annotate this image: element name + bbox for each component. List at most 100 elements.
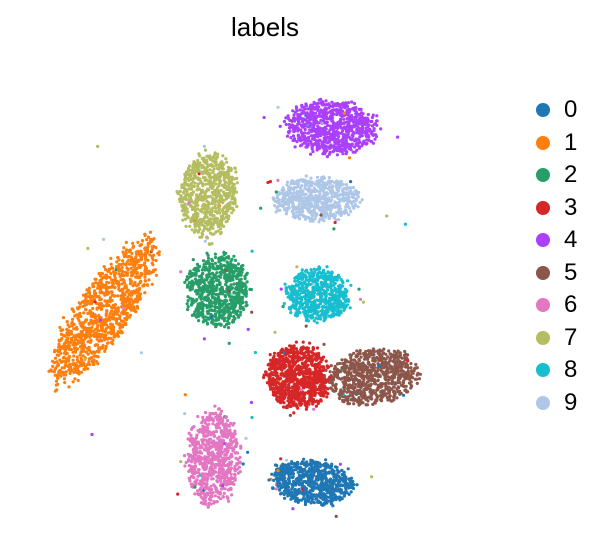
data-point-cluster-4 — [293, 145, 297, 149]
data-point-cluster-5 — [398, 353, 402, 357]
data-point-cluster-5 — [378, 348, 382, 352]
data-point-cluster-8 — [296, 279, 300, 283]
data-point-cluster-5 — [397, 365, 401, 370]
data-point-cluster-1 — [101, 322, 105, 326]
data-point-cluster-7 — [184, 224, 188, 228]
data-point-cluster-9 — [299, 192, 304, 196]
data-point-cluster-1 — [84, 308, 88, 312]
data-point-cluster-8 — [298, 286, 302, 290]
data-point-cluster-6 — [213, 404, 217, 408]
data-point-cluster-2 — [236, 262, 240, 266]
data-point-cluster-4 — [312, 133, 316, 138]
data-point-cluster-7 — [188, 224, 192, 228]
data-point-cluster-6 — [212, 483, 216, 487]
data-point-cluster-2 — [219, 273, 223, 277]
data-point-cluster-1 — [136, 240, 140, 244]
data-point-cluster-6 — [276, 178, 280, 182]
data-point-cluster-8 — [298, 305, 302, 309]
data-point-cluster-1 — [64, 370, 68, 374]
data-point-cluster-1 — [152, 244, 156, 249]
data-point-cluster-8 — [336, 312, 340, 316]
data-point-cluster-1 — [149, 271, 153, 275]
data-point-cluster-4 — [342, 117, 346, 121]
data-point-cluster-6 — [209, 502, 213, 506]
data-point-cluster-9 — [304, 182, 308, 186]
data-point-cluster-6 — [214, 430, 219, 434]
data-point-cluster-0 — [299, 498, 304, 502]
data-point-cluster-5 — [414, 377, 419, 381]
data-point-cluster-5 — [336, 362, 340, 366]
data-point-cluster-5 — [415, 381, 419, 385]
data-point-cluster-7 — [207, 156, 211, 160]
data-point-cluster-1 — [121, 291, 125, 295]
data-point-cluster-6 — [196, 414, 200, 419]
data-point-cluster-9 — [350, 201, 354, 205]
data-point-cluster-1 — [80, 370, 84, 374]
data-point-cluster-7 — [210, 186, 214, 191]
data-point-cluster-1 — [145, 238, 149, 242]
data-point-cluster-4 — [379, 127, 383, 131]
data-point-cluster-7 — [203, 148, 208, 152]
data-point-cluster-1 — [347, 156, 352, 160]
data-point-cluster-1 — [107, 281, 111, 285]
data-point-cluster-0 — [270, 472, 274, 476]
scatter-points — [47, 97, 422, 519]
data-point-cluster-1 — [152, 253, 156, 257]
data-point-cluster-1 — [71, 317, 75, 321]
data-point-cluster-0 — [349, 180, 353, 184]
data-point-cluster-1 — [57, 353, 61, 357]
data-point-cluster-5 — [356, 354, 360, 358]
data-point-cluster-2 — [224, 275, 228, 279]
data-point-cluster-2 — [224, 282, 228, 287]
data-point-cluster-1 — [91, 306, 95, 311]
data-point-cluster-5 — [387, 395, 391, 399]
data-point-cluster-1 — [146, 235, 151, 239]
data-point-cluster-1 — [96, 286, 100, 290]
data-point-cluster-6 — [207, 441, 211, 445]
data-point-cluster-3 — [302, 351, 306, 355]
data-point-cluster-0 — [324, 458, 328, 462]
data-point-cluster-1 — [54, 379, 59, 383]
data-point-cluster-5 — [398, 351, 402, 355]
data-point-cluster-7 — [221, 210, 225, 214]
data-point-cluster-6 — [219, 421, 223, 425]
data-point-cluster-6 — [197, 468, 201, 472]
data-point-cluster-1 — [143, 275, 147, 279]
data-point-cluster-1 — [67, 368, 71, 372]
data-point-cluster-1 — [98, 284, 102, 288]
data-point-cluster-1 — [129, 266, 133, 270]
data-point-cluster-4 — [319, 118, 323, 122]
data-point-cluster-1 — [108, 296, 113, 300]
data-point-cluster-3 — [279, 457, 283, 461]
data-point-cluster-6 — [217, 435, 221, 439]
data-point-cluster-5 — [397, 386, 401, 390]
data-point-cluster-4 — [291, 134, 296, 138]
data-point-cluster-1 — [183, 393, 187, 397]
data-point-cluster-4 — [285, 134, 290, 138]
data-point-cluster-1 — [51, 364, 55, 368]
data-point-cluster-6 — [204, 472, 208, 476]
data-point-cluster-9 — [313, 217, 317, 221]
data-point-cluster-2 — [239, 285, 243, 289]
data-point-cluster-0 — [355, 483, 359, 487]
data-point-cluster-1 — [152, 237, 156, 241]
data-point-cluster-7 — [216, 229, 220, 233]
data-point-cluster-1 — [127, 254, 131, 258]
data-point-cluster-2 — [238, 306, 242, 310]
data-point-cluster-6 — [209, 491, 213, 495]
data-point-cluster-7 — [181, 200, 185, 204]
data-point-cluster-2 — [357, 287, 361, 291]
data-point-cluster-7 — [186, 210, 190, 214]
data-point-cluster-6 — [182, 454, 187, 458]
data-point-cluster-6 — [224, 415, 228, 419]
data-point-cluster-1 — [121, 259, 125, 263]
data-point-cluster-6 — [209, 433, 213, 437]
data-point-cluster-4 — [367, 123, 371, 127]
data-point-cluster-1 — [109, 256, 113, 260]
data-point-cluster-4 — [346, 101, 351, 105]
data-point-cluster-5 — [338, 396, 342, 401]
data-point-cluster-1 — [78, 345, 82, 349]
data-point-cluster-4 — [354, 106, 358, 111]
data-point-cluster-2 — [274, 190, 278, 194]
data-point-cluster-7 — [193, 225, 197, 229]
